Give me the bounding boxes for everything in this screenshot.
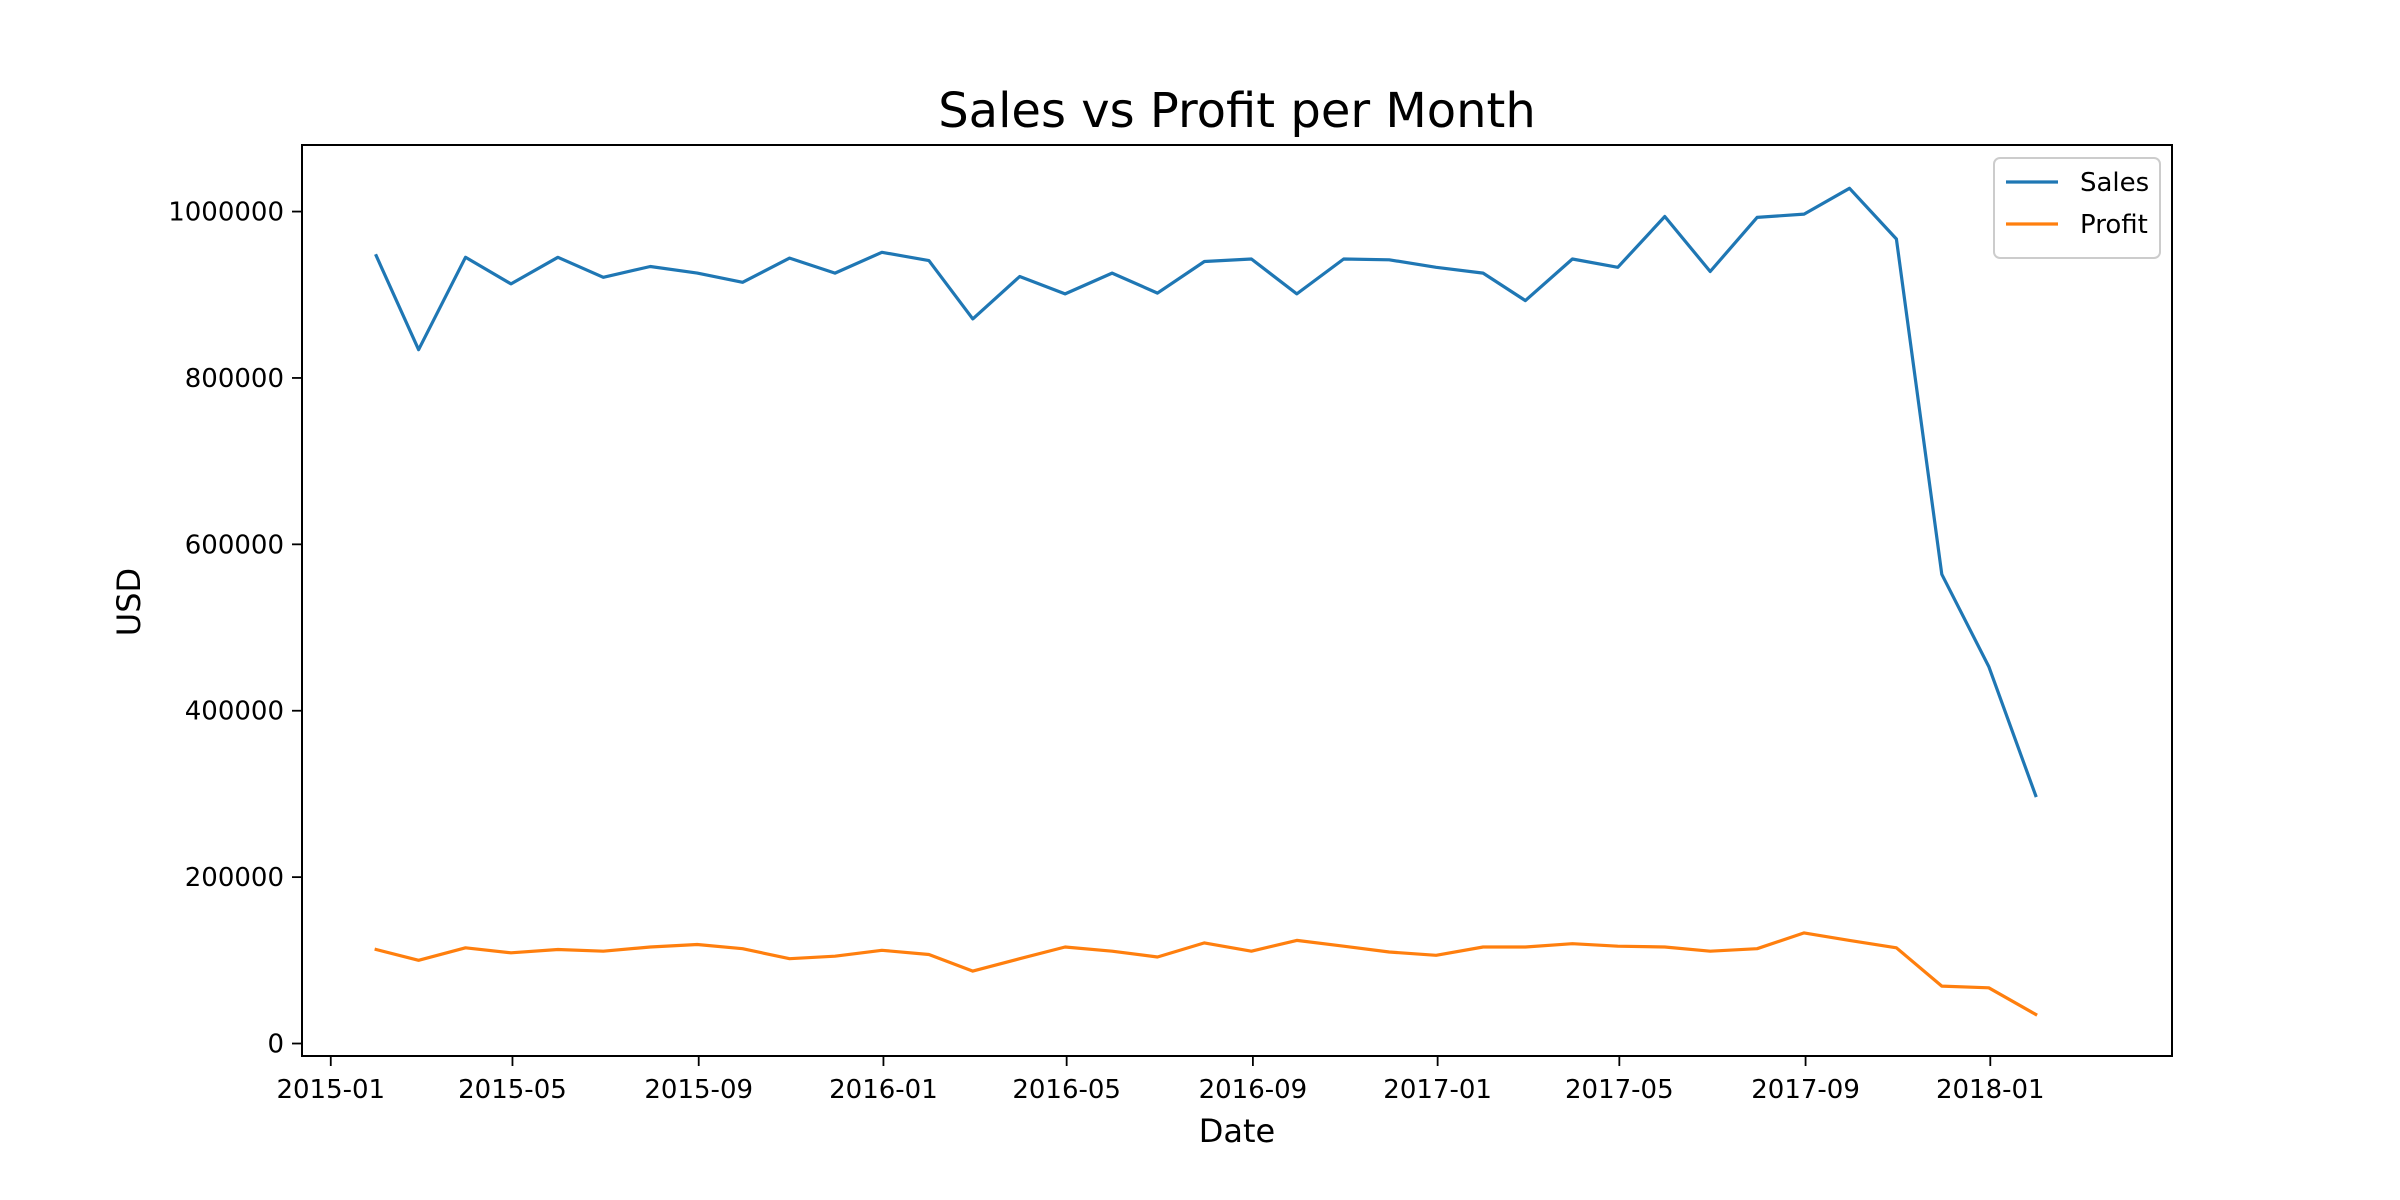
- x-tick-label: 2016-05: [1012, 1075, 1121, 1105]
- x-tick-label: 2017-01: [1383, 1075, 1492, 1105]
- legend: Sales Profit: [1993, 157, 2161, 259]
- y-axis-label: USD: [110, 568, 148, 636]
- y-axis: 0 200000 400000 600000 800000 1000000: [168, 198, 302, 1060]
- y-tick-label: 1000000: [168, 198, 284, 228]
- series-layer: [374, 186, 2038, 1017]
- legend-label-sales: Sales: [2080, 168, 2149, 198]
- x-tick-label: 2016-01: [829, 1075, 938, 1105]
- x-tick-label: 2017-09: [1751, 1075, 1860, 1105]
- x-tick-label: 2016-09: [1199, 1075, 1308, 1105]
- y-tick-label: 400000: [185, 697, 284, 727]
- x-axis-label: Date: [1199, 1112, 1275, 1150]
- series-line-sales: [374, 186, 2038, 798]
- x-axis: 2015-01 2015-05 2015-09 2016-01 2016-05 2016-…: [276, 1056, 2045, 1105]
- x-tick-label: 2015-09: [644, 1075, 753, 1105]
- legend-label-profit: Profit: [2080, 210, 2148, 240]
- y-tick-label: 600000: [185, 530, 284, 560]
- x-tick-label: 2017-05: [1565, 1075, 1674, 1105]
- series-line-profit: [374, 931, 2038, 1017]
- x-tick-label: 2018-01: [1936, 1075, 2045, 1105]
- y-tick-label: 800000: [185, 364, 284, 394]
- y-tick-label: 200000: [185, 863, 284, 893]
- plot-area-frame: [301, 144, 2173, 1057]
- y-tick-label: 0: [267, 1030, 284, 1060]
- x-tick-label: 2015-01: [276, 1075, 385, 1105]
- chart-title: Sales vs Profit per Month: [938, 83, 1536, 139]
- x-tick-label: 2015-05: [458, 1075, 567, 1105]
